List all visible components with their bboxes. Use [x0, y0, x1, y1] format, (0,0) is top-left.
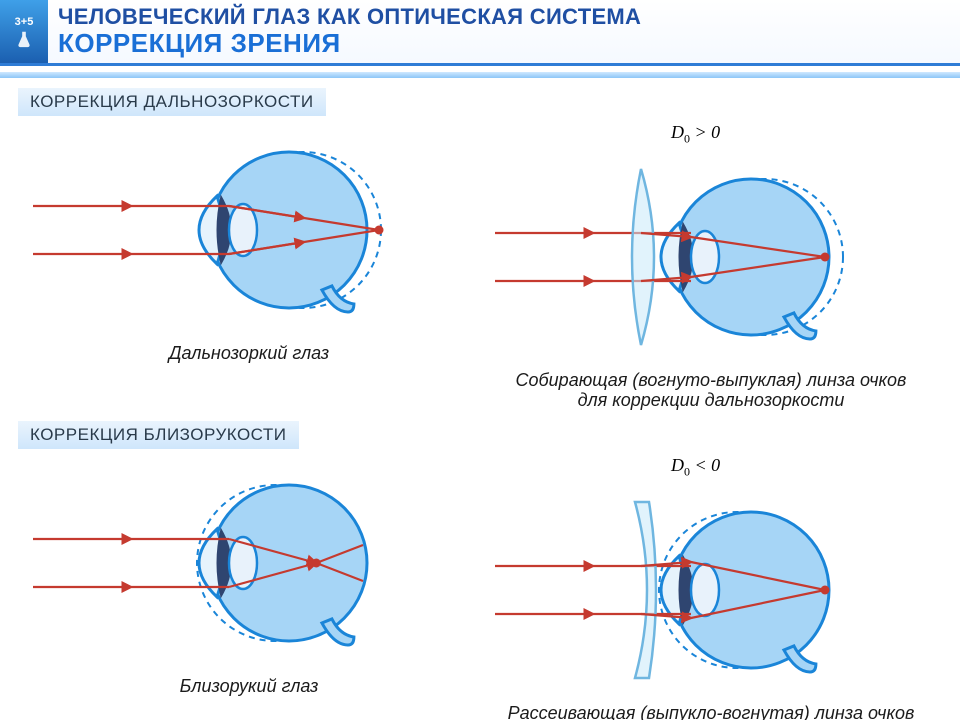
- flask-icon: [15, 30, 33, 48]
- cell-myopia-left: Близорукий глаз: [29, 455, 469, 697]
- formula-sub: 0: [684, 132, 690, 146]
- caption-hyper-left: Дальнозоркий глаз: [169, 343, 329, 364]
- caption-myopia-right: Рассеивающая (выпукло-вогнутая) линза оч…: [501, 703, 921, 720]
- header-badge: 3+5: [0, 0, 48, 63]
- section-heading-hyperopia: КОРРЕКЦИЯ ДАЛЬНОЗОРКОСТИ: [18, 88, 326, 116]
- diagram-hyperopic-corrected: [491, 149, 931, 364]
- row-hyperopia: Дальнозоркий глаз D0 > 0 Собирающая (вог…: [18, 122, 942, 411]
- formula-D: D: [671, 122, 684, 142]
- section-myopia: КОРРЕКЦИЯ БЛИЗОРУКОСТИ Близорукий глаз D…: [0, 411, 960, 720]
- formula-sub: 0: [684, 465, 690, 479]
- section-heading-myopia: КОРРЕКЦИЯ БЛИЗОРУКОСТИ: [18, 421, 299, 449]
- formula-rel: < 0: [695, 455, 721, 475]
- cell-hyper-right: D0 > 0 Собирающая (вогнуто-выпуклая) лин…: [491, 122, 931, 411]
- formula-D: D: [671, 455, 684, 475]
- caption-myopia-left: Близорукий глаз: [180, 676, 319, 697]
- formula-myopia: D0 < 0: [671, 455, 720, 480]
- title-main: ЧЕЛОВЕЧЕСКИЙ ГЛАЗ КАК ОПТИЧЕСКАЯ СИСТЕМА: [58, 4, 641, 30]
- cell-hyper-left: Дальнозоркий глаз: [29, 122, 469, 364]
- diagram-hyperopic-eye: [29, 122, 469, 337]
- header-titles: ЧЕЛОВЕЧЕСКИЙ ГЛАЗ КАК ОПТИЧЕСКАЯ СИСТЕМА…: [48, 0, 651, 63]
- caption-hyper-right: Собирающая (вогнуто-выпуклая) линза очко…: [501, 370, 921, 411]
- diagram-myopic-corrected: [491, 482, 931, 697]
- header-bar: 3+5 ЧЕЛОВЕЧЕСКИЙ ГЛАЗ КАК ОПТИЧЕСКАЯ СИС…: [0, 0, 960, 66]
- diagram-myopic-eye: [29, 455, 469, 670]
- section-hyperopia: КОРРЕКЦИЯ ДАЛЬНОЗОРКОСТИ Дальнозоркий гл…: [0, 78, 960, 411]
- title-sub: КОРРЕКЦИЯ ЗРЕНИЯ: [58, 28, 641, 59]
- formula-rel: > 0: [695, 122, 721, 142]
- badge-text: 3+5: [15, 16, 34, 28]
- cell-myopia-right: D0 < 0 Рассеивающая (выпукло-вогнутая) л…: [491, 455, 931, 720]
- row-myopia: Близорукий глаз D0 < 0 Рассеивающая (вып…: [18, 455, 942, 720]
- formula-hyper: D0 > 0: [671, 122, 720, 147]
